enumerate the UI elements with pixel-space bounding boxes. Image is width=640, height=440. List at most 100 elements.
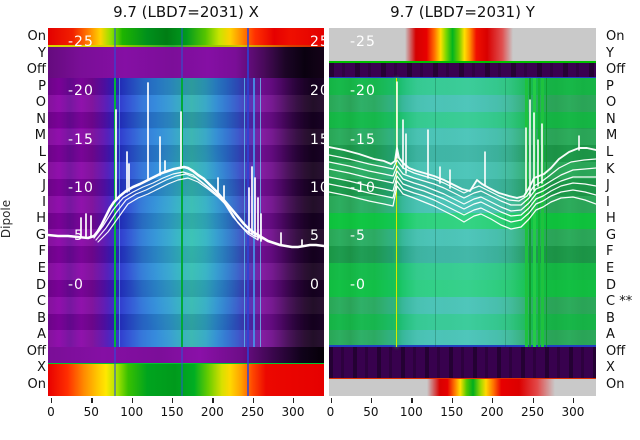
heatmap-row [48, 162, 324, 179]
row-label: I [606, 194, 610, 210]
blue-divider-line [329, 77, 596, 79]
x-tick-label: 0 [47, 405, 55, 419]
row-label: O [35, 95, 46, 111]
row-label: O [606, 95, 617, 111]
trace-line [329, 185, 596, 230]
feature-cluster-green [541, 78, 544, 347]
dark-stripes [329, 62, 596, 77]
x-tick-mark [172, 398, 174, 403]
value-tick-label: -20 [68, 83, 94, 99]
x-tick-label: 300 [561, 405, 585, 419]
heatmap-row [48, 246, 324, 263]
row-label: K [37, 161, 46, 177]
row-label: P [606, 78, 614, 94]
value-tick-label-right: 5 [310, 228, 320, 244]
x-tick-label: 300 [281, 405, 305, 419]
value-tick-label: -5 [68, 228, 84, 244]
x-tick-mark [91, 398, 93, 403]
heatmap-panel-y: -25 -20 -15 -10 -5 -0 [329, 28, 596, 396]
row-label: J [606, 178, 610, 194]
x-tick-label: 100 [399, 405, 423, 419]
heatmap-row [48, 296, 324, 314]
feature-line-green [114, 78, 116, 347]
row-label: G [606, 227, 617, 243]
row-label: C [36, 294, 46, 310]
purple-band-top [48, 46, 324, 78]
red-divider-line [329, 377, 596, 379]
feature-cluster-green [545, 78, 547, 347]
row-label: On [606, 29, 625, 44]
row-label: Off [606, 62, 626, 78]
dark-stripes [329, 346, 596, 378]
row-label: N [606, 111, 616, 127]
left-panel-title: 9.7 (LBD7=2031) X [113, 3, 259, 21]
value-tick-label-right: 20 [310, 83, 324, 99]
row-label: G [35, 227, 46, 243]
yellow-divider-line [48, 45, 324, 47]
value-tick-label: -0 [68, 276, 84, 293]
trace-line [329, 168, 596, 212]
row-label: H [606, 211, 616, 227]
value-tick-label: -10 [68, 180, 94, 196]
feature-line-cyan [244, 78, 245, 347]
row-label: Off [606, 343, 626, 359]
value-tick-label-right: 0 [310, 276, 320, 293]
trace-line [48, 165, 324, 249]
feature-line-darkgreen [435, 78, 436, 347]
dark-purple-band-top [329, 62, 596, 77]
x-tick-mark [370, 398, 373, 403]
row-label: Y [38, 45, 46, 61]
row-label: X [606, 360, 615, 376]
row-label: F [606, 244, 614, 260]
trace-line [329, 180, 596, 223]
row-label: L [38, 145, 46, 160]
value-tick-label-right: 15 [310, 131, 324, 148]
top-rainbow-projection [405, 28, 513, 61]
heatmap-row [48, 330, 324, 348]
x-tick-mark [532, 398, 534, 403]
heatmap-row [48, 279, 324, 297]
heatmap-row [48, 111, 324, 129]
trace-line [97, 177, 259, 243]
x-tick-label: 150 [440, 405, 464, 419]
row-label: B [37, 310, 46, 326]
row-label: A [606, 327, 615, 343]
purple-band-bottom [48, 347, 324, 363]
row-label: On [606, 377, 625, 392]
value-tick-label: -10 [350, 180, 376, 196]
heatmap-row [48, 128, 324, 146]
trace-overlay [329, 81, 596, 230]
bottom-rainbow-band [48, 364, 324, 396]
trace-overlay [48, 82, 324, 249]
row-label: On [27, 377, 46, 392]
row-label: N [36, 111, 46, 127]
x-tick-mark [212, 398, 214, 403]
value-tick-label-right: 10 [310, 180, 324, 196]
row-label: Y [606, 45, 614, 61]
trace-line [329, 154, 596, 202]
x-tick-label: 200 [480, 405, 504, 419]
heatmap-row [48, 313, 324, 331]
value-tick-label: -15 [68, 131, 94, 148]
x-tick-mark [330, 398, 332, 403]
row-label: F [38, 244, 46, 260]
row-label: M [606, 128, 618, 144]
heatmap-row [48, 263, 324, 280]
x-tick-label: 100 [120, 405, 144, 419]
feature-line-green [181, 78, 183, 347]
x-tick-label: 50 [83, 405, 99, 419]
x-tick-mark [492, 398, 494, 403]
value-tick-label: -0 [350, 276, 366, 293]
trace-line [329, 161, 596, 206]
x-tick-mark [51, 398, 53, 403]
feature-line-cyan [119, 78, 120, 347]
heatmap-panel-x: -25 -20 -15 -10 -5 -0 25 20 15 10 5 0 [48, 28, 324, 396]
x-tick-mark [572, 398, 575, 403]
feature-cluster-green [537, 78, 540, 347]
row-label: C ** [606, 294, 633, 310]
top-rainbow-band [48, 28, 324, 45]
x-tick-mark [451, 398, 453, 403]
x-tick-label: 150 [160, 405, 184, 419]
row-label: X [37, 360, 46, 376]
